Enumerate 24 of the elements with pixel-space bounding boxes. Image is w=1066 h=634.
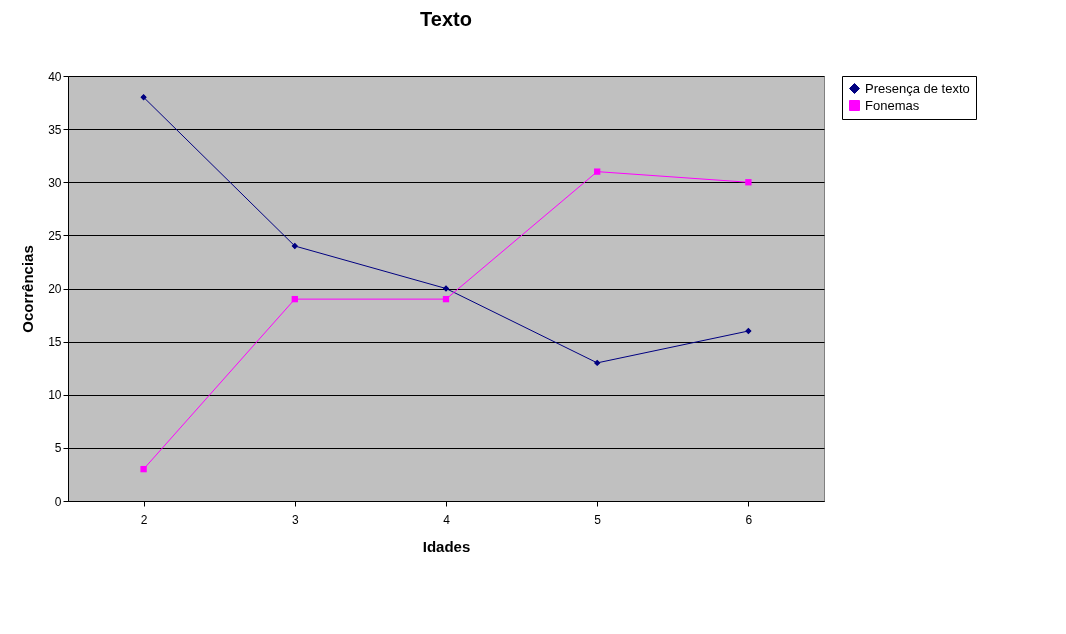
point [291,295,298,303]
point [140,465,147,473]
point [594,168,601,175]
y-tick-label: 15 [48,335,62,350]
y-tick-label: 25 [48,228,62,243]
y-axis-title: Ocorrências [19,245,37,333]
x-tick-label: 4 [443,512,451,527]
x-tick-label: 6 [745,512,753,527]
y-tick-label: 35 [48,122,62,137]
x-tick-label: 3 [291,512,299,527]
x-tick-label: 5 [594,512,602,527]
y-tick-label: 5 [54,441,62,456]
point [745,179,752,186]
y-tick-label: 20 [48,282,62,296]
point [442,295,450,303]
x-axis-title: Idades [422,537,471,555]
y-tick-label: 0 [54,494,62,509]
y-tick-label: 30 [48,175,62,190]
x-tick-label: 2 [140,512,148,527]
legend-label: Fonemas [865,97,920,113]
y-tick-label: 10 [48,388,62,403]
y-tick-label: 40 [48,69,62,84]
chart-title: Texto [420,8,472,30]
legend-label: Presença de texto [865,80,970,96]
